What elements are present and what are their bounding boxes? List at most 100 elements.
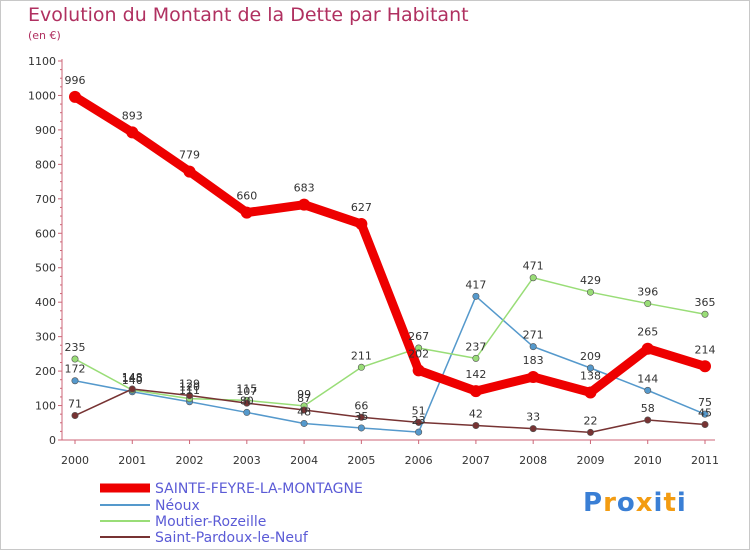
data-label: 202 <box>408 347 429 360</box>
data-point <box>183 165 196 178</box>
x-tick-label: 2010 <box>634 454 662 467</box>
chart-subtitle: (en €) <box>28 29 61 42</box>
data-point <box>415 428 423 436</box>
logo-letter: x <box>635 488 654 518</box>
data-label: 145 <box>122 372 143 385</box>
x-tick-label: 2002 <box>176 454 204 467</box>
data-label: 87 <box>297 392 311 405</box>
data-point <box>644 386 652 394</box>
x-tick-label: 2007 <box>462 454 490 467</box>
x-tick-label: 2000 <box>61 454 89 467</box>
data-point <box>586 288 594 296</box>
data-point <box>298 198 311 211</box>
data-point <box>586 364 594 372</box>
data-point <box>71 412 79 420</box>
x-tick-label: 2009 <box>576 454 604 467</box>
data-label: 417 <box>465 278 486 291</box>
data-point <box>300 406 308 414</box>
series-3 <box>71 385 709 436</box>
x-tick-label: 2005 <box>347 454 375 467</box>
legend-item: Moutier-Rozeille <box>100 514 266 530</box>
data-point <box>469 385 482 398</box>
data-label: 22 <box>583 414 597 427</box>
data-label: 471 <box>523 260 544 273</box>
logo-letter: t <box>663 488 677 518</box>
data-label: 237 <box>465 340 486 353</box>
data-point <box>415 418 423 426</box>
data-label: 627 <box>351 201 372 214</box>
y-tick-label: 800 <box>35 158 56 171</box>
x-tick-label: 2004 <box>290 454 318 467</box>
data-label: 33 <box>526 411 540 424</box>
data-point <box>701 410 709 418</box>
logo-letter: P <box>583 488 604 518</box>
data-point <box>243 408 251 416</box>
x-tick-label: 2008 <box>519 454 547 467</box>
data-point <box>412 364 425 377</box>
series-line <box>74 388 706 434</box>
data-point <box>357 363 365 371</box>
series-1 <box>71 292 709 436</box>
legend-label: Moutier-Rozeille <box>155 514 266 530</box>
data-label: 267 <box>408 330 429 343</box>
series-layer <box>69 90 711 436</box>
data-label: 365 <box>695 296 716 309</box>
data-point <box>472 422 480 430</box>
legend-item: SAINTE-FEYRE-LA-MONTAGNE <box>100 481 363 497</box>
data-label: 271 <box>523 329 544 342</box>
data-point <box>529 274 537 282</box>
data-label: 183 <box>523 354 544 367</box>
legend-item: Néoux <box>100 498 200 514</box>
data-label: 66 <box>354 399 368 412</box>
data-point <box>701 310 709 318</box>
data-point <box>586 428 594 436</box>
legend-label: SAINTE-FEYRE-LA-MONTAGNE <box>155 481 363 497</box>
data-label: 115 <box>236 382 257 395</box>
data-label: 75 <box>698 396 712 409</box>
data-label: 58 <box>641 402 655 415</box>
data-label: 140 <box>122 374 143 387</box>
data-label: 779 <box>179 149 200 162</box>
data-point <box>472 292 480 300</box>
x-tick-label: 2006 <box>405 454 433 467</box>
logo-letter: i <box>676 488 687 518</box>
data-point <box>126 126 139 139</box>
data-label: 893 <box>122 109 143 122</box>
logo-letter: o <box>616 488 636 518</box>
data-point <box>472 354 480 362</box>
y-tick-label: 1100 <box>28 55 56 68</box>
legend-label: Saint-Pardoux-le-Neuf <box>155 530 309 546</box>
data-point <box>243 399 251 407</box>
data-point <box>701 420 709 428</box>
data-label: 144 <box>637 372 658 385</box>
data-label: 51 <box>412 404 426 417</box>
data-point <box>240 206 253 219</box>
data-label: 99 <box>297 388 311 401</box>
data-point <box>355 217 368 230</box>
y-tick-label: 1000 <box>28 89 56 102</box>
series-0 <box>69 90 711 399</box>
y-tick-label: 200 <box>35 365 56 378</box>
x-tick-label: 2001 <box>118 454 146 467</box>
data-point <box>186 392 194 400</box>
y-tick-label: 100 <box>35 400 56 413</box>
data-label: 235 <box>65 341 86 354</box>
logo-letter: r <box>603 488 617 518</box>
data-label: 209 <box>580 350 601 363</box>
data-label: 265 <box>637 326 658 339</box>
legend-item: Saint-Pardoux-le-Neuf <box>100 530 309 546</box>
data-label: 429 <box>580 274 601 287</box>
proxiti-logo: Proxiti <box>583 488 687 518</box>
data-point <box>357 424 365 432</box>
data-label: 148 <box>122 371 143 384</box>
logo-letter: i <box>653 488 664 518</box>
series-line <box>74 276 706 407</box>
legend-label: Néoux <box>155 498 200 514</box>
data-point <box>699 360 711 373</box>
data-label: 129 <box>179 378 200 391</box>
data-label: 111 <box>179 384 200 397</box>
x-tick-label: 2003 <box>233 454 261 467</box>
y-tick-label: 500 <box>35 262 56 275</box>
data-labels: 996 893 779 660 683 627 202 142 183 138 265 214 172 1… <box>65 74 716 428</box>
